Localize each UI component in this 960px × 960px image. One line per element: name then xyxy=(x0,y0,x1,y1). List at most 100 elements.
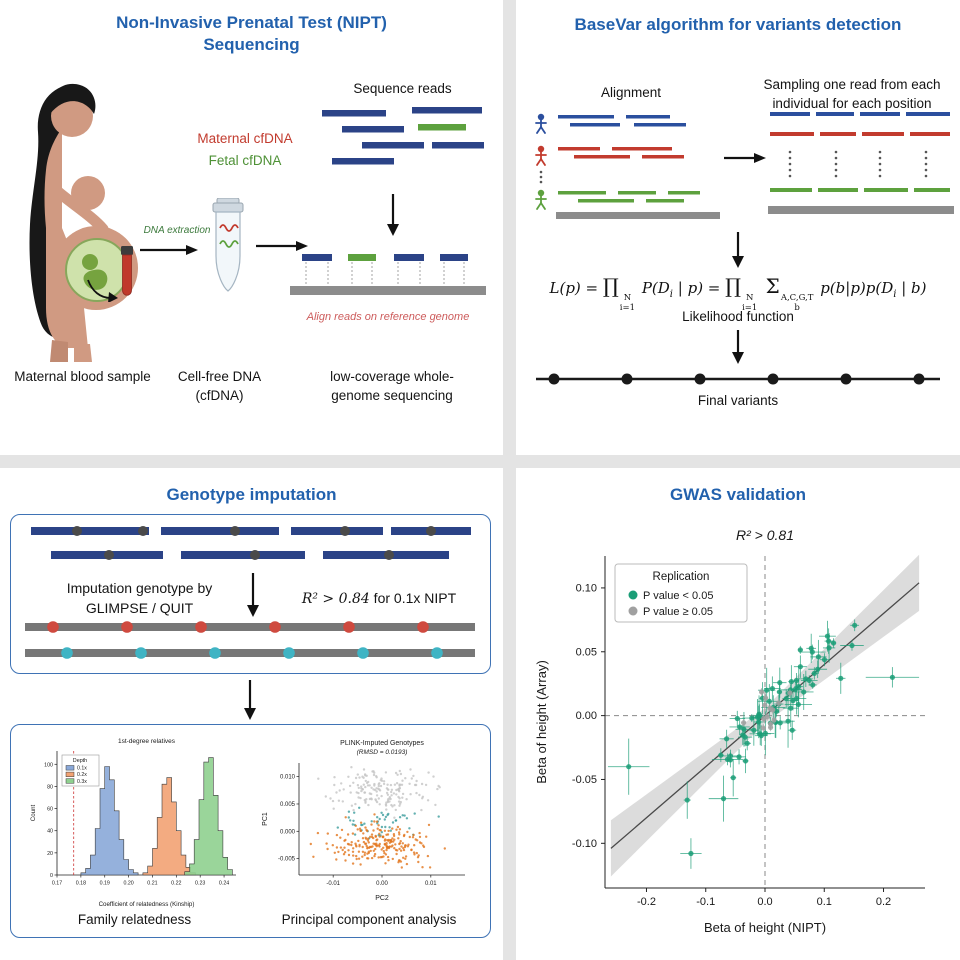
svg-text:0.22: 0.22 xyxy=(171,881,181,887)
curved-flow-arrow xyxy=(87,279,118,302)
svg-text:Beta of height (Array): Beta of height (Array) xyxy=(534,660,549,784)
nipt-title-line2: Sequencing xyxy=(203,35,300,55)
reference-genome-bar xyxy=(556,212,720,219)
panel-basevar: BaseVar algorithm for variants detection… xyxy=(516,0,960,455)
svg-text:0.00: 0.00 xyxy=(576,710,597,722)
ellipsis-dots xyxy=(788,150,928,178)
sampled-reads-graphic xyxy=(768,112,954,214)
svg-text:1st-degree relatives: 1st-degree relatives xyxy=(118,738,176,745)
blood-tube-icon xyxy=(121,246,133,296)
reference-genome-bar xyxy=(290,286,486,295)
caption-maternal-blood: Maternal blood sample xyxy=(14,369,151,384)
fetal-cfdna-squiggle xyxy=(219,240,239,248)
imputation-title: Genotype imputation xyxy=(166,485,337,504)
flow-arrow-extraction xyxy=(140,245,198,255)
imputation-r2-note: R² > 0.84 for 0.1x NIPT xyxy=(301,590,457,607)
svg-text:PC2: PC2 xyxy=(375,895,389,902)
sampling-label: Sampling one read from each individual f… xyxy=(763,77,941,111)
flow-arrow-to-sequencing xyxy=(256,241,308,251)
nipt-title-line1: Non-Invasive Prenatal Test (NIPT) xyxy=(116,13,387,32)
imputation-box: Imputation genotype by GLIMPSE / QUIT R²… xyxy=(10,514,491,674)
nipt-title: Non-Invasive Prenatal Test (NIPT) Sequen… xyxy=(0,12,503,56)
svg-text:P value < 0.05: P value < 0.05 xyxy=(643,590,713,602)
svg-text:P value ≥ 0.05: P value ≥ 0.05 xyxy=(643,606,713,618)
svg-text:PC1: PC1 xyxy=(262,812,269,826)
svg-text:0.19: 0.19 xyxy=(100,881,110,887)
flow-arrow-down-qc xyxy=(244,680,256,720)
sequence-reads-label: Sequence reads xyxy=(353,81,452,96)
svg-text:0.1x: 0.1x xyxy=(77,766,87,772)
svg-text:-0.01: -0.01 xyxy=(326,881,340,887)
svg-text:60: 60 xyxy=(47,807,53,813)
svg-text:Depth: Depth xyxy=(73,758,87,764)
imputation-method-label: Imputation genotype by GLIMPSE / QUIT xyxy=(66,580,213,616)
basevar-title: BaseVar algorithm for variants detection xyxy=(574,15,902,34)
svg-text:0.18: 0.18 xyxy=(76,881,86,887)
maternal-cfdna-label: Maternal cfDNA xyxy=(197,131,293,146)
caption-sequencing: low-coverage whole- genome sequencing xyxy=(330,369,454,403)
svg-text:0.2: 0.2 xyxy=(876,896,891,908)
svg-text:Coefficient of relatedness (Ki: Coefficient of relatedness (Kinship) xyxy=(99,901,195,908)
svg-text:0.23: 0.23 xyxy=(195,881,205,887)
caption-cfdna: Cell-free DNA (cfDNA) xyxy=(177,369,262,403)
gwas-plot: R² > 0.81 -0.2 -0.1 0.0 0.1 0.2 0.10 0.05 0.00 -0… xyxy=(534,527,925,935)
svg-text:80: 80 xyxy=(47,784,53,790)
divider-vertical xyxy=(503,0,516,960)
flow-arrow-down-align xyxy=(387,194,399,236)
svg-text:0.01: 0.01 xyxy=(425,881,437,887)
svg-text:PLINK-Imputed Genotypes: PLINK-Imputed Genotypes xyxy=(340,740,424,747)
svg-text:Replication: Replication xyxy=(653,571,710,583)
alignment-label: Alignment xyxy=(600,85,662,100)
svg-text:0.010: 0.010 xyxy=(280,775,296,781)
svg-text:0.3x: 0.3x xyxy=(77,779,87,785)
gwas-title: GWAS validation xyxy=(669,485,807,504)
svg-text:(RMSD = 0.0193): (RMSD = 0.0193) xyxy=(357,749,408,756)
svg-text:0.20: 0.20 xyxy=(123,881,133,887)
sequence-reads-graphic xyxy=(322,107,484,165)
final-variants-graphic xyxy=(536,373,940,385)
svg-text:-0.1: -0.1 xyxy=(696,896,715,908)
family-relatedness-caption: Family relatedness xyxy=(77,912,192,927)
svg-text:40: 40 xyxy=(47,829,53,835)
svg-text:-0.10: -0.10 xyxy=(572,838,597,850)
svg-text:R² > 0.81: R² > 0.81 xyxy=(736,527,794,543)
svg-text:0.05: 0.05 xyxy=(576,646,597,658)
aligned-reads-graphic xyxy=(290,254,486,295)
person-icon-green xyxy=(535,189,547,210)
dna-extraction-label: DNA extraction xyxy=(143,225,211,236)
pregnant-woman-illustration xyxy=(29,83,138,362)
final-variants-label: Final variants xyxy=(697,393,779,408)
svg-text:0.0: 0.0 xyxy=(757,896,772,908)
alignment-reads-graphic xyxy=(535,113,720,219)
likelihood-label: Likelihood function xyxy=(682,309,794,324)
svg-text:0.2x: 0.2x xyxy=(77,772,87,778)
svg-text:0.1: 0.1 xyxy=(817,896,832,908)
svg-text:0.10: 0.10 xyxy=(576,582,597,594)
svg-text:0.17: 0.17 xyxy=(52,881,62,887)
flow-arrow-down-variants xyxy=(732,330,744,364)
pca-caption: Principal component analysis xyxy=(281,912,457,927)
flow-arrow-down-likelihood xyxy=(732,232,744,268)
imputed-genotypes-graphic xyxy=(25,621,475,659)
svg-text:0.24: 0.24 xyxy=(219,881,229,887)
svg-text:0.00: 0.00 xyxy=(376,881,388,887)
svg-text:0: 0 xyxy=(50,873,53,879)
fetal-cfdna-label: Fetal cfDNA xyxy=(208,153,282,168)
reference-genome-bar xyxy=(768,206,954,214)
sparse-reads-graphic xyxy=(31,526,471,560)
flow-arrow-sampling xyxy=(724,153,766,163)
flow-arrow-down-imputed xyxy=(247,573,259,617)
svg-text:0.21: 0.21 xyxy=(147,881,157,887)
panel-gwas: GWAS validation R² > 0.81 -0.2 -0.1 0.0 0.1 0… xyxy=(516,468,960,960)
pca-plot: PLINK-Imputed Genotypes (RMSD = 0.0193) -0… xyxy=(262,740,465,902)
svg-text:0.005: 0.005 xyxy=(280,802,296,808)
svg-text:Beta of height (NIPT): Beta of height (NIPT) xyxy=(704,920,826,935)
svg-text:-0.05: -0.05 xyxy=(572,774,597,786)
kinship-histogram: 1st-degree relatives 0.17 0.18 0.19 0.20 0.21… xyxy=(30,738,236,908)
svg-text:20: 20 xyxy=(47,851,53,857)
svg-text:-0.2: -0.2 xyxy=(637,896,656,908)
person-icon-blue xyxy=(535,113,547,134)
qc-box: 1st-degree relatives 0.17 0.18 0.19 0.20 0.21… xyxy=(10,724,491,938)
align-note: Align reads on reference genome xyxy=(306,311,470,323)
